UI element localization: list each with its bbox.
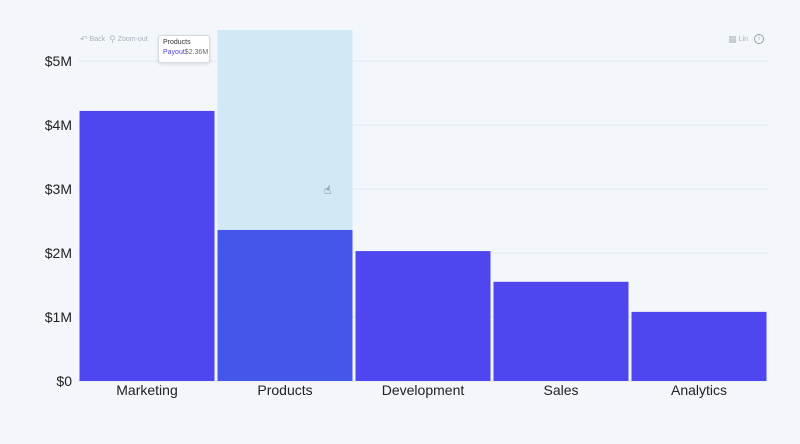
scale-label: Lin: [738, 35, 748, 43]
chart-toolbar-left: ↶ Back ⚲ Zoom-out: [80, 33, 148, 45]
y-tick-label: $2M: [45, 245, 72, 261]
table-icon: ▦: [728, 33, 737, 44]
tooltip-series-label: Payout: [163, 49, 185, 56]
info-icon[interactable]: i: [754, 34, 764, 44]
x-tick-label: Sales: [543, 382, 578, 398]
bar-tooltip: Products Payout $2.36M: [158, 35, 210, 63]
bar[interactable]: [79, 110, 215, 382]
zoom-out-button[interactable]: ⚲ Zoom-out: [109, 34, 148, 45]
y-tick-label: $0: [56, 373, 72, 389]
x-tick-label: Analytics: [671, 382, 727, 398]
zoom-out-label: Zoom-out: [117, 35, 148, 43]
pointer-cursor-icon: ☝: [324, 183, 332, 197]
back-button[interactable]: ↶ Back: [80, 34, 105, 45]
tooltip-value: $2.36M: [184, 49, 209, 56]
x-tick-label: Products: [257, 382, 312, 398]
x-tick-label: Development: [382, 382, 465, 398]
y-tick-label: $1M: [45, 309, 72, 325]
bar[interactable]: [217, 229, 353, 381]
bar[interactable]: [631, 311, 767, 381]
x-tick-label: Marketing: [116, 382, 177, 398]
y-tick-label: $4M: [45, 117, 72, 133]
back-label: Back: [89, 35, 106, 43]
bar[interactable]: [355, 251, 491, 381]
y-tick-label: $3M: [45, 181, 72, 197]
bar[interactable]: [493, 281, 629, 381]
back-arrow-icon: ↶: [80, 33, 88, 44]
tooltip-title: Products: [163, 39, 191, 46]
chart-toolbar-right: ▦ Lin i: [728, 33, 764, 45]
scale-toggle-button[interactable]: ▦ Lin: [728, 34, 748, 45]
y-tick-label: $5M: [45, 53, 72, 69]
magnifier-icon: ⚲: [109, 33, 116, 44]
